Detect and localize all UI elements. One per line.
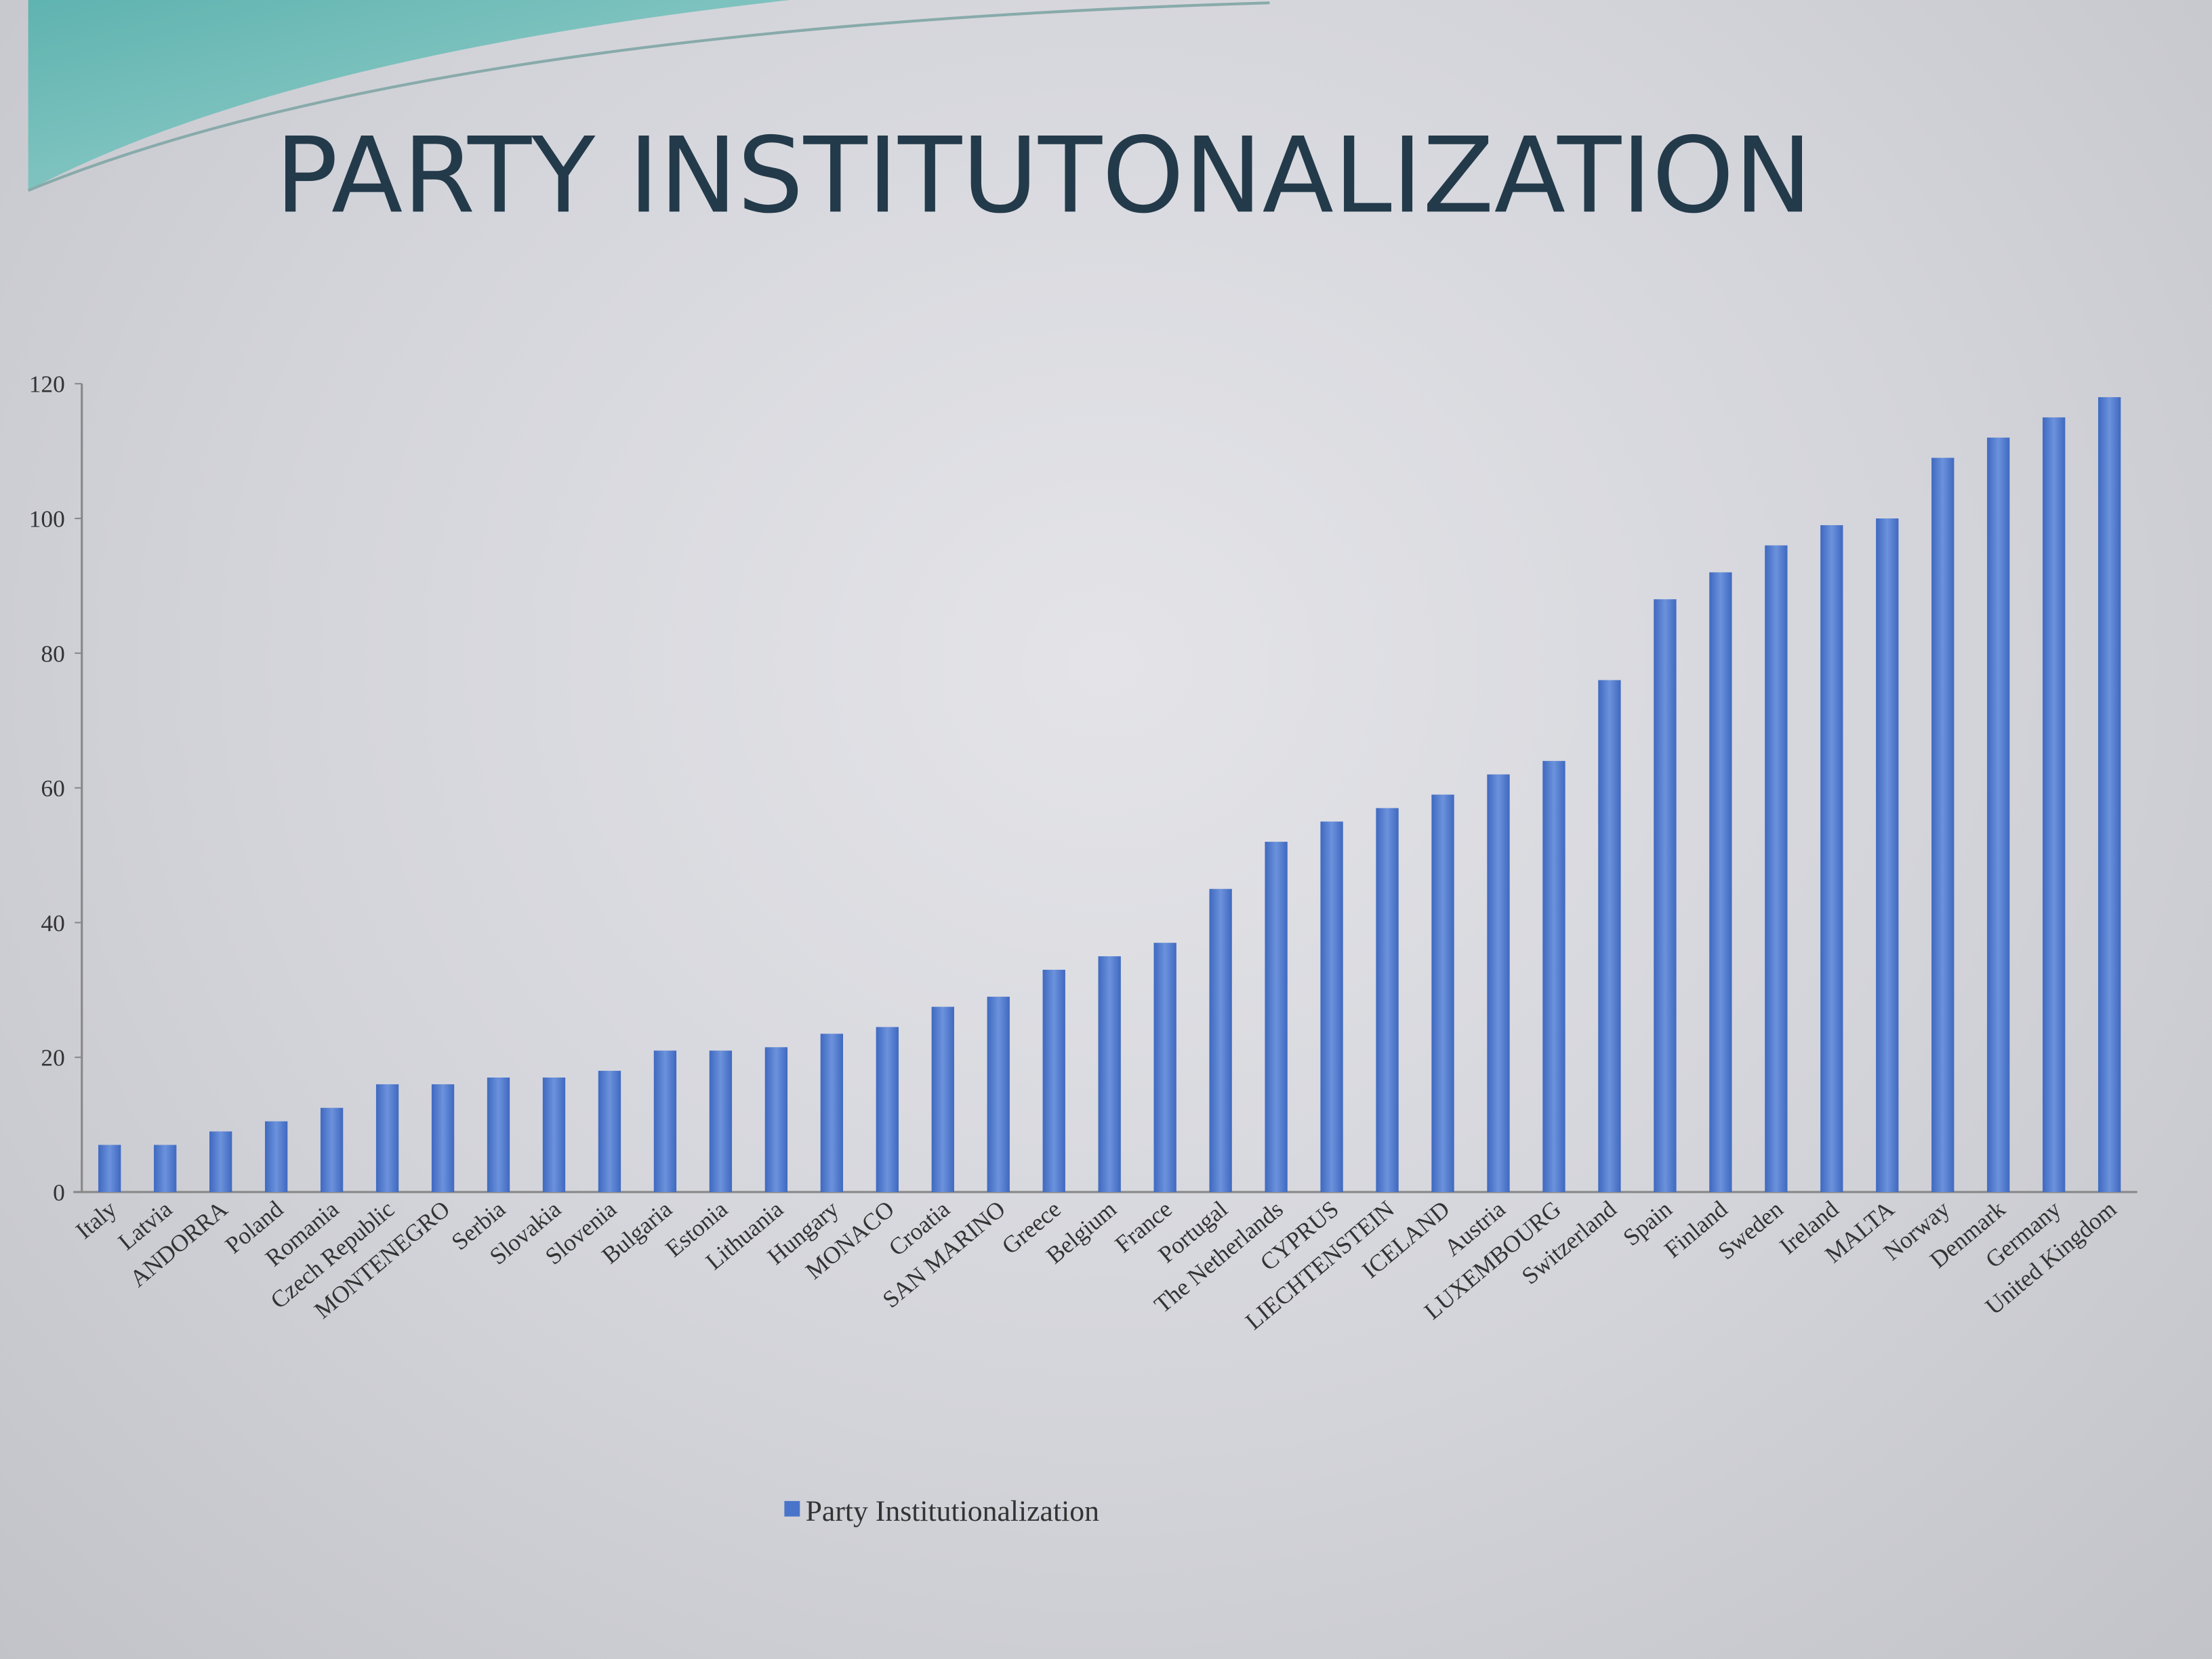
y-tick-label: 60: [41, 775, 64, 802]
slide-title: PARTY INSTITUTONALIZATION: [275, 115, 1812, 237]
bar-latvia: [154, 1145, 177, 1192]
bar-romania: [320, 1107, 344, 1192]
legend-swatch: [784, 1500, 800, 1517]
decorative-swoosh: [27, 1, 1270, 192]
bar-ireland: [1820, 525, 1843, 1192]
bar-lithuania: [764, 1047, 788, 1192]
bar-france: [1153, 943, 1176, 1192]
bar-poland: [264, 1121, 288, 1192]
legend: Party Institutionalization: [784, 1495, 1099, 1528]
bar-cyprus: [1320, 821, 1343, 1192]
bar-norway: [1931, 457, 1954, 1192]
bar-sweden: [1765, 545, 1788, 1192]
y-tick-label: 20: [41, 1044, 64, 1071]
legend-label: Party Institutionalization: [806, 1495, 1099, 1528]
bar-liechtenstein: [1376, 808, 1399, 1192]
bar-monaco: [876, 1027, 899, 1192]
bar-italy: [98, 1145, 121, 1192]
bar-malta: [1876, 518, 1899, 1192]
bar-san-marino: [987, 996, 1010, 1192]
bar-portugal: [1209, 888, 1232, 1192]
bar-greece: [1042, 969, 1065, 1192]
bar-croatia: [931, 1006, 954, 1192]
bar-the-netherlands: [1265, 842, 1288, 1192]
bar-andorra: [209, 1131, 232, 1192]
bar-luxembourg: [1542, 760, 1565, 1192]
bar-germany: [2043, 417, 2066, 1192]
y-tick-label: 120: [29, 371, 65, 398]
bar-slovakia: [542, 1078, 566, 1192]
y-tick-label: 100: [29, 505, 65, 532]
bar-estonia: [709, 1050, 733, 1192]
bar-montenegro: [431, 1084, 455, 1192]
bar-switzerland: [1598, 680, 1621, 1192]
bar-belgium: [1098, 956, 1121, 1192]
bar-serbia: [487, 1078, 510, 1192]
decorative-corner: [28, 0, 790, 191]
bar-hungary: [820, 1033, 844, 1192]
bar-iceland: [1431, 794, 1454, 1192]
bar-united-kingdom: [2098, 397, 2121, 1192]
bar-austria: [1487, 774, 1510, 1192]
bar-czech-republic: [375, 1084, 399, 1192]
y-tick-label: 0: [53, 1179, 65, 1206]
y-tick-label: 40: [41, 909, 64, 937]
y-tick-label: 80: [41, 640, 64, 667]
bar-slovenia: [598, 1071, 621, 1192]
bar-bulgaria: [653, 1050, 677, 1192]
bar-denmark: [1987, 437, 2010, 1192]
bar-finland: [1709, 572, 1732, 1192]
bar-spain: [1654, 599, 1677, 1192]
